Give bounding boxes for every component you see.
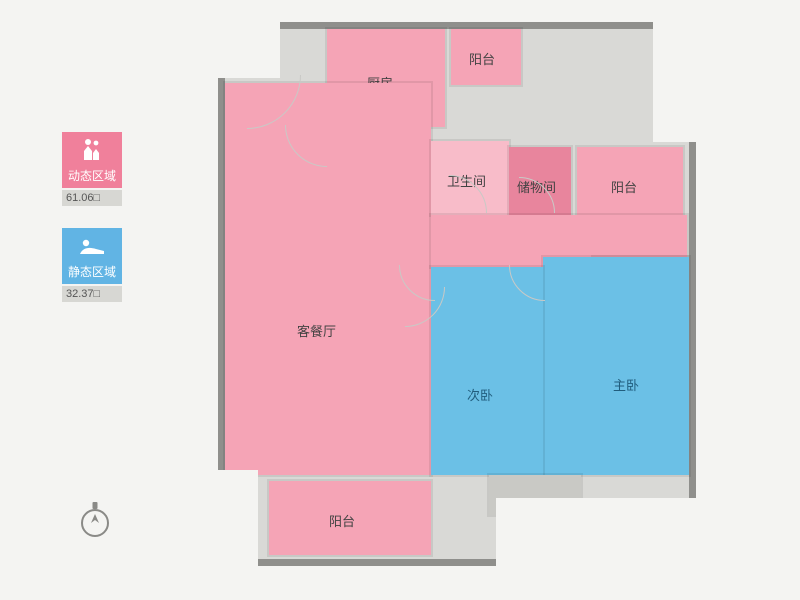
legend-static-value: 32.37□ (62, 286, 122, 302)
legend-dynamic-title: 动态区域 (68, 167, 116, 184)
plan-notch (496, 498, 706, 578)
plan-notch (653, 22, 703, 142)
room-second: 次卧 (431, 267, 543, 475)
floor-plan: 厨房阳台客餐厅卫生间储物间阳台阳台主卧次卧阳台 (218, 22, 696, 566)
compass-icon (78, 500, 112, 534)
room-balcony-top: 阳台 (451, 29, 521, 85)
rest-icon (78, 236, 106, 259)
plan-notch (210, 22, 280, 78)
legend-dynamic-value: 61.06□ (62, 190, 122, 206)
legend-dynamic: 动态区域 61.06□ (62, 132, 134, 206)
room-master: 主卧 (543, 257, 689, 475)
room-label-balcony-top: 阳台 (469, 49, 495, 68)
room-balcony-bot: 阳台 (269, 481, 431, 555)
legend-dynamic-box: 动态区域 (62, 132, 122, 188)
legend-static-box: 静态区域 (62, 228, 122, 284)
room-label-living: 客餐厅 (297, 321, 336, 340)
legend: 动态区域 61.06□ 静态区域 32.37□ (62, 132, 134, 302)
family-icon (79, 138, 105, 163)
room-label-master: 主卧 (613, 375, 639, 394)
legend-static: 静态区域 32.37□ (62, 228, 134, 302)
legend-static-title: 静态区域 (68, 263, 116, 280)
room-living: 客餐厅 (225, 83, 431, 475)
room-label-balcony-bot: 阳台 (329, 511, 355, 530)
room-label-balcony-r1: 阳台 (611, 177, 637, 196)
room-balcony-r1: 阳台 (577, 147, 683, 219)
room-label-second: 次卧 (467, 385, 493, 404)
plan-notch (210, 470, 258, 580)
